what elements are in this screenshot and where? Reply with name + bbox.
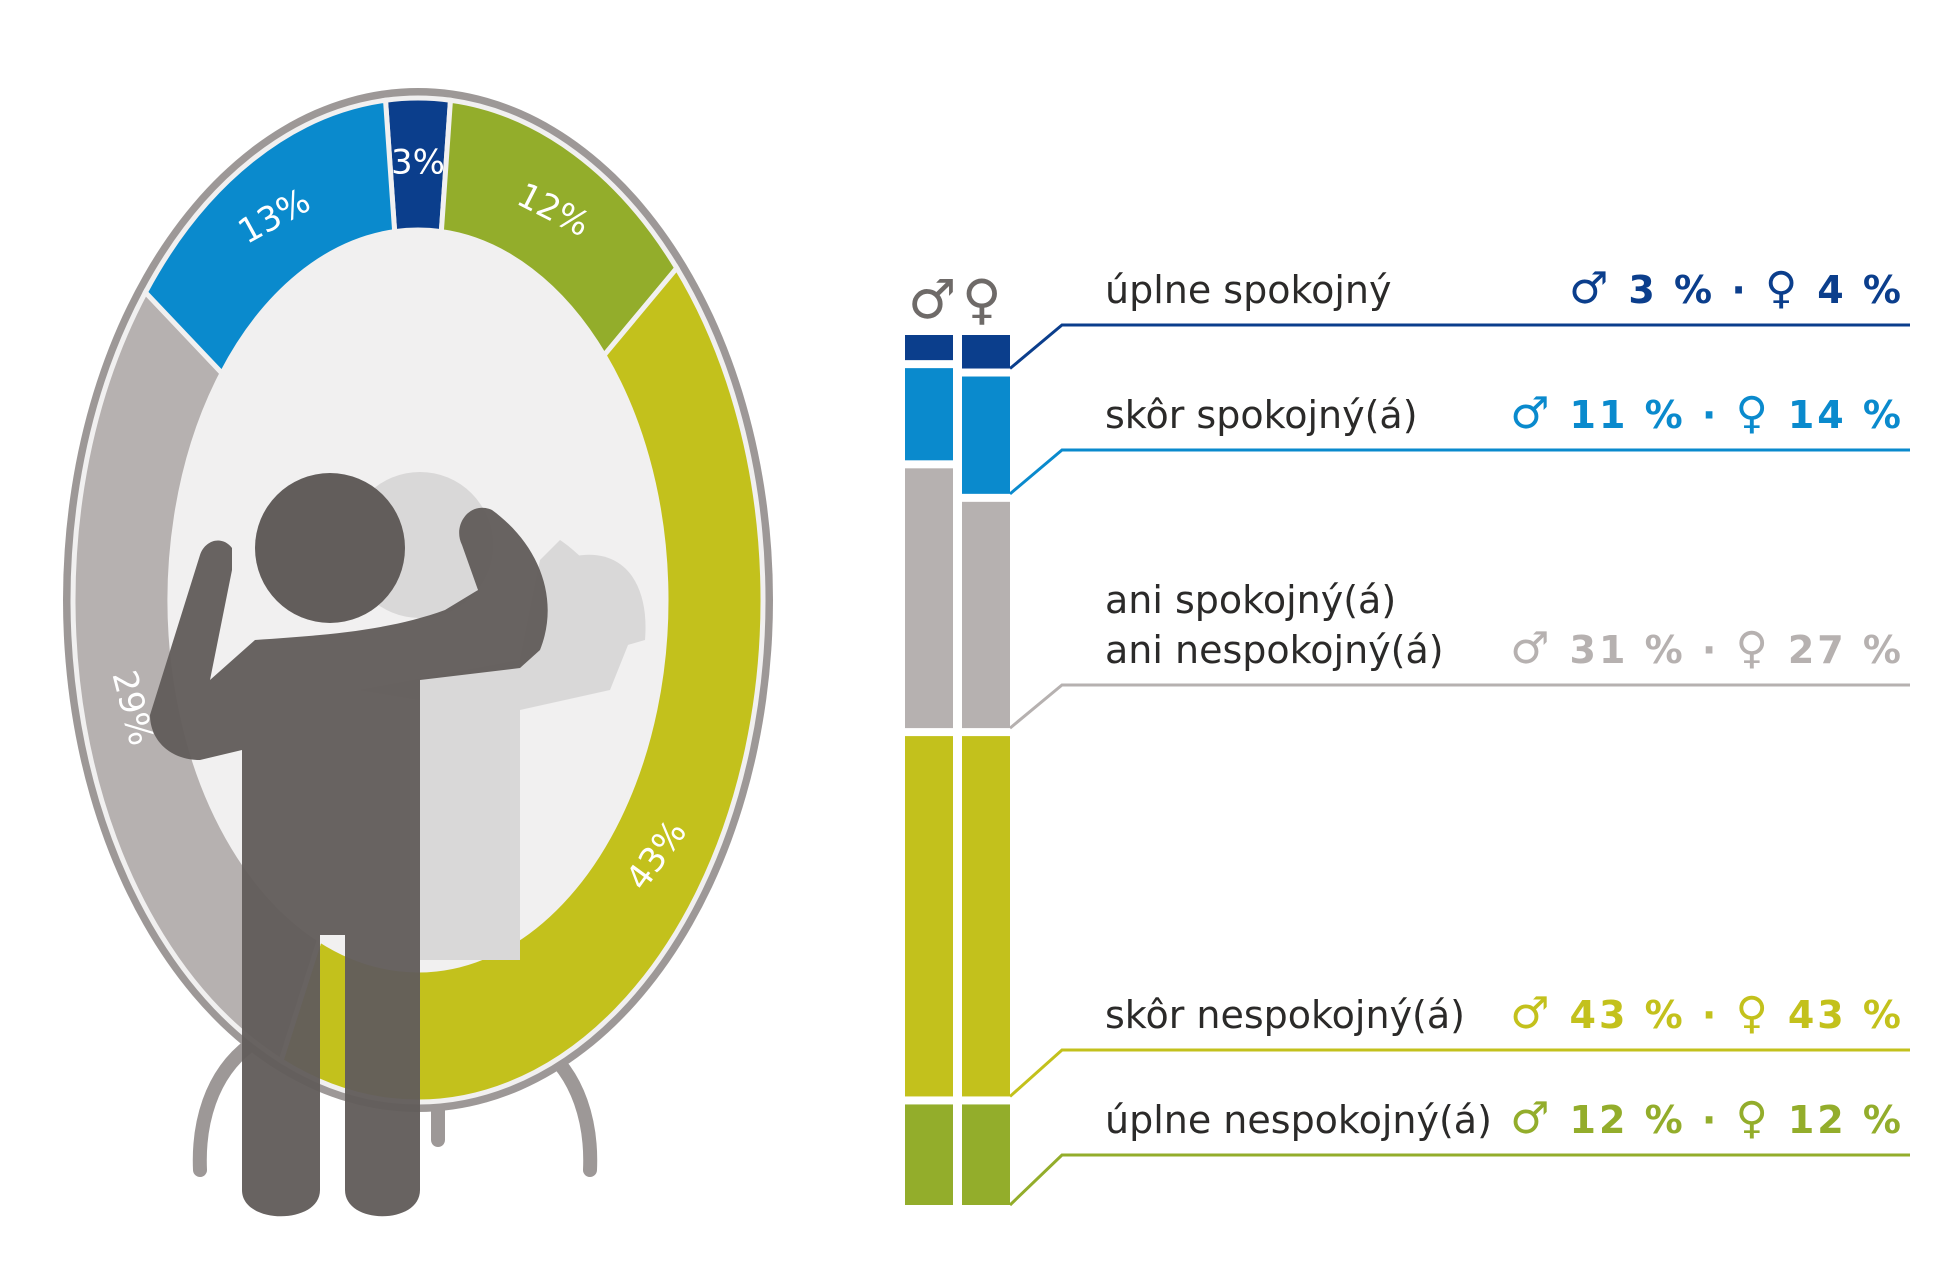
person-head	[255, 473, 405, 623]
category-label-4: úplne nespokojný(á)	[1105, 1098, 1492, 1142]
bar-male-2	[905, 468, 953, 729]
connector-line-0	[1009, 323, 1910, 370]
bar-male-3	[905, 736, 953, 1097]
legend-rows: úplne spokojný ♂ 3 % · ♀ 4 % skôr spokojný…	[1008, 263, 1910, 1207]
connector-line-2	[1009, 683, 1910, 730]
bar-female-2	[962, 501, 1010, 729]
person-figure	[150, 473, 548, 1217]
bar-female-0	[962, 335, 1010, 369]
value-label-0: ♂ 3 % · ♀ 4 %	[1569, 263, 1904, 314]
value-label-1: ♂ 11 % · ♀ 14 %	[1510, 388, 1904, 439]
bar-female-4	[962, 1104, 1010, 1205]
connector-line-1	[1009, 448, 1910, 495]
bar-male-4	[905, 1104, 953, 1205]
value-label-3: ♂ 43 % · ♀ 43 %	[1510, 988, 1904, 1039]
bar-female-3	[962, 736, 1010, 1097]
category-label-2: ani nespokojný(á)	[1105, 628, 1444, 672]
bar-male-1	[905, 368, 953, 461]
category-label-3: skôr nespokojný(á)	[1105, 993, 1465, 1037]
category-label-0: úplne spokojný	[1105, 268, 1392, 312]
category-label-1: skôr spokojný(á)	[1105, 393, 1418, 437]
bar-female-1	[962, 376, 1010, 494]
connector-line-4	[1008, 1153, 1910, 1207]
person-body	[150, 507, 548, 1217]
donut-label-3: 3%	[391, 143, 445, 183]
female-symbol-icon: ♀	[962, 268, 1002, 331]
bar-male-0	[905, 335, 953, 361]
value-label-2: ♂ 31 % · ♀ 27 %	[1510, 623, 1904, 674]
category-label-2: ani spokojný(á)	[1105, 578, 1396, 622]
stacked-bars	[905, 335, 1010, 1205]
male-symbol-icon: ♂	[908, 268, 956, 331]
value-label-4: ♂ 12 % · ♀ 12 %	[1510, 1093, 1904, 1144]
connector-line-3	[1009, 1048, 1910, 1098]
